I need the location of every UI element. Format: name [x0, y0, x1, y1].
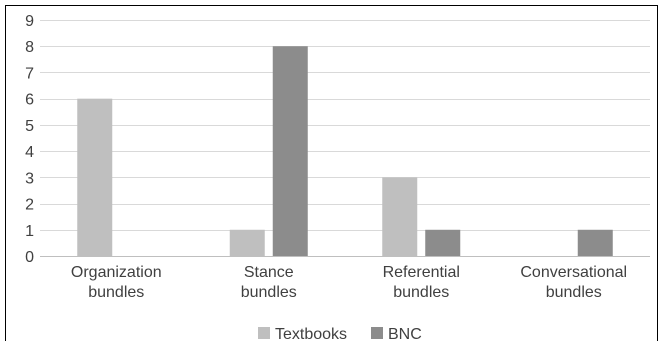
gridlines — [40, 20, 650, 257]
y-tick-label: 0 — [25, 249, 34, 266]
x-category-label: Stance bundles — [241, 264, 297, 301]
x-category-label-line: bundles — [546, 284, 602, 301]
x-category-label-line: Referential — [383, 264, 460, 281]
y-tick-label: 9 — [25, 13, 34, 30]
y-tick-label: 7 — [25, 65, 34, 82]
legend-label: BNC — [388, 326, 422, 341]
y-tick-label: 3 — [25, 170, 34, 187]
x-category-label: Referential bundles — [383, 264, 460, 301]
y-tick-label: 2 — [25, 197, 34, 214]
y-axis-ticks: 0 1 2 3 4 5 6 7 8 9 — [25, 13, 34, 266]
legend-label: Textbooks — [275, 326, 347, 341]
x-category-label-line: Organization — [71, 264, 162, 281]
x-category-label-line: bundles — [393, 284, 449, 301]
x-category-label-line: Stance — [244, 264, 294, 281]
bar-bnc — [272, 46, 308, 256]
bar-textbooks — [382, 177, 418, 256]
x-category-label: Organization bundles — [71, 264, 162, 301]
x-category-label-line: bundles — [241, 284, 297, 301]
legend-swatch — [258, 327, 270, 339]
bar-textbooks — [77, 98, 113, 257]
bar-textbooks — [229, 229, 265, 256]
legend: Textbooks BNC — [258, 326, 422, 341]
y-tick-label: 6 — [25, 92, 34, 109]
bar-bnc — [577, 229, 613, 256]
y-tick-label: 5 — [25, 118, 34, 135]
legend-swatch — [371, 327, 383, 339]
x-category-label-line: bundles — [88, 284, 144, 301]
y-tick-label: 4 — [25, 144, 34, 161]
y-tick-label: 8 — [25, 39, 34, 56]
x-category-label-line: Conversational — [520, 264, 627, 281]
bars — [77, 46, 613, 257]
y-tick-label: 1 — [25, 223, 34, 240]
bar-bnc — [425, 229, 461, 256]
x-category-label: Conversational bundles — [520, 264, 627, 301]
